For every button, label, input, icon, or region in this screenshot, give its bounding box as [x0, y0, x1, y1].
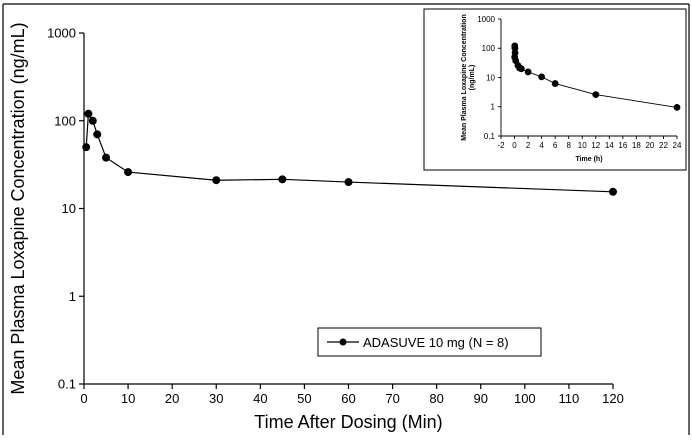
data-point: [124, 168, 133, 177]
x-tick-label: 2: [526, 141, 531, 150]
x-tick-label: -2: [497, 141, 505, 150]
y-tick-label: 1000: [477, 15, 495, 24]
data-point: [511, 49, 519, 57]
x-axis-title: Time After Dosing (Min): [254, 412, 442, 432]
y-tick-label: 0.1: [58, 377, 76, 392]
x-tick-label: 6: [553, 141, 558, 150]
data-point: [592, 91, 600, 99]
x-tick-label: 20: [645, 141, 654, 150]
y-axis-title: Mean Plasma Loxapine Concentration (ng/m…: [8, 22, 28, 394]
x-axis-title: Time (h): [575, 156, 602, 163]
x-tick-label: 12: [591, 141, 600, 150]
legend: ADASUVE 10 mg (N = 8): [317, 327, 542, 357]
x-tick-label: 4: [539, 141, 544, 150]
inset-frame: [423, 8, 687, 171]
x-tick-label: 8: [566, 141, 571, 150]
data-point: [82, 143, 91, 152]
x-tick-label: 10: [578, 141, 587, 150]
data-point: [551, 80, 559, 87]
data-point: [84, 109, 93, 118]
y-tick-label: 100: [54, 113, 76, 128]
x-tick-label: 60: [341, 391, 355, 406]
data-point: [609, 187, 617, 196]
x-tick-label: 24: [673, 141, 682, 150]
x-tick-label: 90: [474, 391, 488, 406]
x-tick-label: 110: [559, 391, 580, 406]
data-point: [517, 65, 525, 73]
y-tick-label: 0.1: [484, 132, 496, 141]
x-tick-label: 16: [618, 141, 627, 150]
data-point: [278, 175, 287, 184]
x-tick-label: 70: [385, 391, 399, 406]
x-tick-label: 100: [514, 391, 536, 406]
x-tick-label: 50: [297, 391, 311, 406]
y-tick-label: 1: [491, 103, 496, 112]
y-tick-label: 1000: [47, 26, 76, 41]
legend-label: ADASUVE 10 mg (N = 8): [363, 335, 509, 350]
x-tick-label: 10: [121, 391, 135, 406]
y-axis-title: Mean Plasma Loxapine Concentration(ng/mL…: [461, 14, 476, 140]
data-point: [93, 130, 102, 139]
data-point: [344, 178, 353, 187]
x-tick-label: 80: [429, 391, 443, 406]
y-tick-label: 10: [62, 201, 76, 216]
data-point: [212, 176, 221, 185]
y-tick-label: 10: [486, 73, 495, 82]
data-point: [88, 116, 97, 125]
y-tick-label: 1: [69, 289, 76, 304]
data-point: [538, 73, 546, 81]
x-tick-label: 0: [80, 391, 87, 406]
x-tick-label: 40: [253, 391, 267, 406]
data-point: [524, 68, 532, 76]
series-line: [85, 111, 614, 193]
x-tick-label: 120: [602, 391, 624, 406]
data-point: [102, 153, 111, 162]
x-tick-label: 22: [659, 141, 668, 150]
legend-marker-swatch: [339, 338, 347, 346]
y-tick-label: 100: [482, 44, 496, 53]
x-tick-label: 18: [632, 141, 641, 150]
x-tick-label: 14: [605, 141, 614, 150]
x-tick-label: 30: [209, 391, 223, 406]
data-point: [673, 104, 681, 111]
x-tick-label: 0: [512, 141, 517, 150]
x-tick-label: 20: [165, 391, 179, 406]
